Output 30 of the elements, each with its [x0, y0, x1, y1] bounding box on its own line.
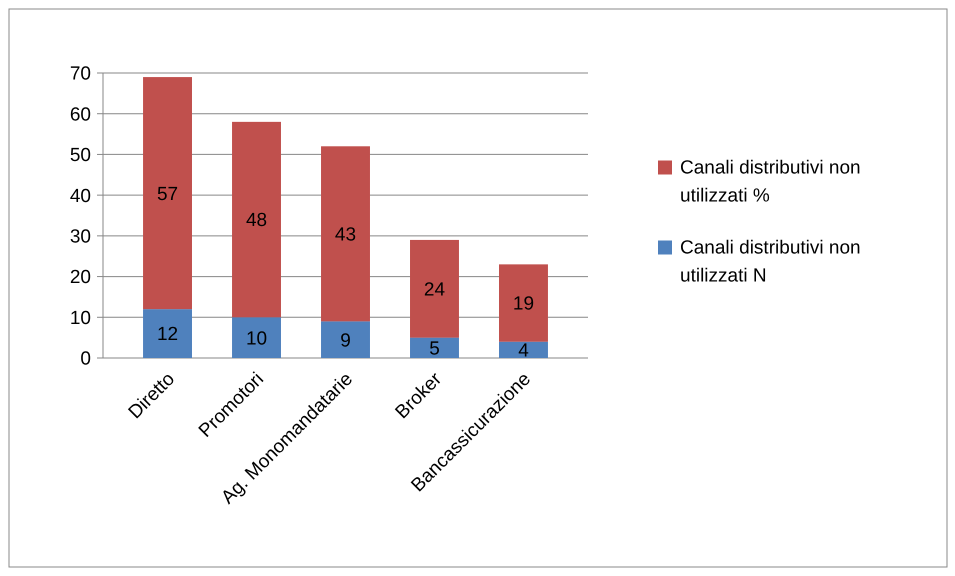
bar [499, 264, 548, 342]
y-tick-label: 30 [70, 226, 91, 248]
y-tick-label: 70 [70, 64, 91, 85]
data-label: 19 [512, 294, 534, 315]
bar [321, 321, 370, 358]
legend-label: Canali distributivi non utilizzati N [680, 238, 861, 286]
y-tick-label: 0 [80, 348, 91, 370]
data-label: 12 [156, 324, 178, 346]
data-label: 4 [518, 340, 530, 362]
data-label: 48 [246, 210, 268, 232]
y-tick-label: 50 [70, 145, 91, 166]
bar [410, 338, 459, 358]
legend-label: Canali distributivi non utilizzati % [680, 158, 861, 206]
y-tick-label: 20 [70, 267, 91, 288]
bar [499, 342, 548, 358]
data-label: 10 [246, 328, 268, 350]
y-tick-label: 60 [70, 104, 91, 126]
data-label: 57 [156, 184, 178, 205]
bar [410, 240, 459, 338]
data-label: 5 [429, 338, 440, 360]
data-label: 43 [334, 224, 356, 246]
y-tick-label: 10 [70, 308, 91, 329]
bar [143, 309, 192, 358]
data-label: 9 [340, 330, 351, 352]
y-tick-label: 40 [70, 186, 91, 207]
bar [232, 317, 281, 358]
bar [232, 122, 281, 318]
bar [143, 77, 192, 310]
data-label: 24 [424, 279, 446, 300]
bar [321, 146, 370, 322]
